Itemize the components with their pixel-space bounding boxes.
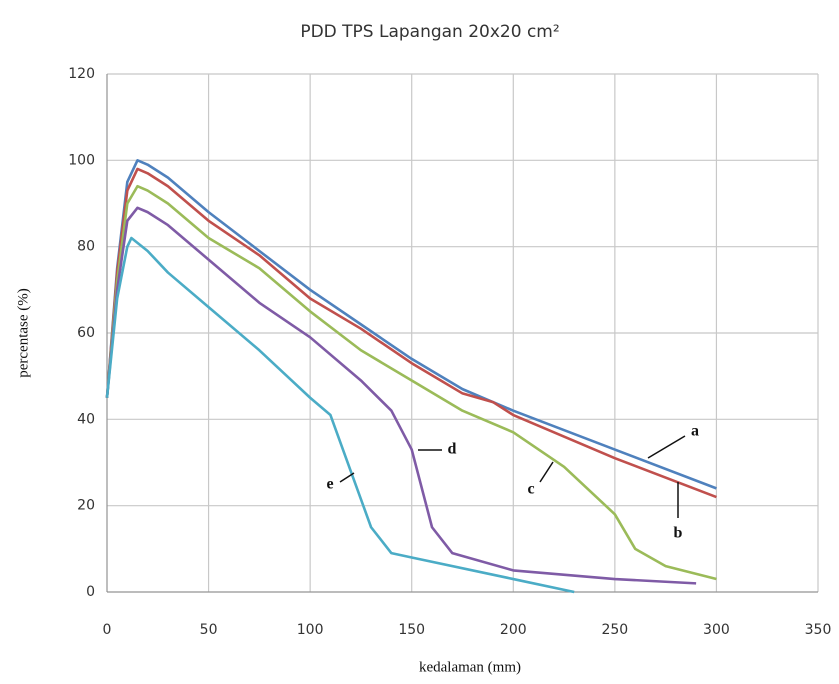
series-label: a: [691, 423, 699, 440]
series-label: b: [674, 525, 683, 542]
y-tick-label: 60: [77, 325, 95, 341]
annotation-leader: [647, 435, 686, 459]
y-tick-label: 120: [68, 66, 95, 82]
chart-title: PDD TPS Lapangan 20x20 cm²: [300, 22, 559, 42]
x-tick-label: 250: [601, 622, 628, 638]
y-axis-label: percentase (%): [15, 288, 31, 378]
data-line: [105, 167, 717, 499]
y-tick-label: 40: [77, 411, 95, 427]
data-line: [105, 206, 697, 585]
x-tick-label: 0: [103, 622, 112, 638]
x-tick-label: 200: [500, 622, 527, 638]
x-tick-label: 300: [703, 622, 730, 638]
x-tick-label: 150: [398, 622, 425, 638]
y-tick-label: 80: [77, 239, 95, 255]
x-tick-label: 50: [200, 622, 218, 638]
x-axis-label: kedalaman (mm): [419, 659, 521, 675]
series-label: c: [527, 481, 534, 498]
annotation-leader: [539, 461, 554, 483]
series-label: e: [326, 476, 333, 493]
y-tick-label: 20: [77, 498, 95, 514]
y-tick-label: 0: [86, 584, 95, 600]
data-line: [105, 236, 575, 594]
data-line: [105, 184, 717, 581]
x-tick-label: 100: [297, 622, 324, 638]
y-tick-label: 100: [68, 152, 95, 168]
annotation-leader: [339, 472, 355, 483]
x-tick-label: 350: [805, 622, 832, 638]
series-label: d: [448, 441, 457, 458]
